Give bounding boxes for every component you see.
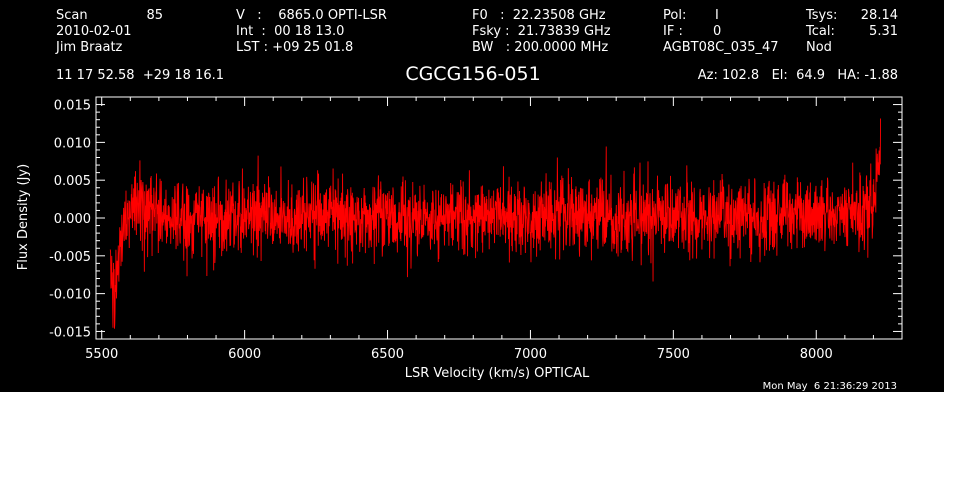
tcal-value: 5.31 [869, 24, 898, 39]
x-tick-labels: 5500 6000 6500 7000 7500 8000 [85, 347, 833, 362]
y-tick-labels: -0.015 -0.010 -0.005 0.000 0.005 0.010 0.015 [49, 99, 91, 341]
sky-frequency-line: Fsky : 21.73839 GHz [472, 24, 611, 39]
scan-number: 85 [146, 8, 163, 23]
rest-frequency-line: F0 : 22.23508 GHz [472, 8, 606, 23]
integration-line: Int : 00 18 13.0 [236, 24, 344, 39]
az-el-ha-readout: Az: 102.8 El: 64.9 HA: -1.88 [698, 68, 898, 83]
observing-mode: Nod [806, 40, 832, 55]
y-tick-label: 0.010 [54, 136, 91, 151]
bandwidth-line: BW : 200.0000 MHz [472, 40, 608, 55]
if-value: 0 [713, 24, 721, 39]
x-axis-title: LSR Velocity (km/s) OPTICAL [405, 366, 590, 381]
scan-label: Scan [56, 8, 88, 23]
tsys-label: Tsys: [805, 8, 837, 23]
source-coordinates: 11 17 52.58 +29 18 16.1 [56, 68, 224, 83]
spectrum-trace [109, 118, 882, 329]
timestamp: Mon May 6 21:36:29 2013 [763, 381, 897, 392]
polarization-label: Pol: [663, 8, 686, 23]
chart-title: CGCG156-051 [405, 63, 540, 85]
velocity-line: V : 6865.0 OPTI-LSR [236, 8, 387, 23]
y-tick-label: 0.015 [54, 99, 91, 114]
x-tick-label: 6000 [228, 347, 261, 362]
y-tick-label: 0.005 [54, 174, 91, 189]
x-tick-label: 7000 [514, 347, 547, 362]
observer-name: Jim Braatz [55, 40, 123, 55]
y-tick-label: -0.005 [49, 250, 91, 265]
x-tick-label: 8000 [800, 347, 833, 362]
y-axis-title: Flux Density (Jy) [16, 164, 31, 270]
tcal-label: Tcal: [805, 24, 835, 39]
x-tick-label: 6500 [371, 347, 404, 362]
project-id: AGBT08C_035_47 [663, 40, 779, 55]
axis-ticks [96, 97, 903, 339]
x-tick-label: 7500 [657, 347, 690, 362]
observation-date: 2010-02-01 [56, 24, 132, 39]
tsys-value: 28.14 [861, 8, 898, 23]
y-tick-label: 0.000 [54, 212, 91, 227]
plot-frame [95, 96, 903, 340]
y-tick-label: -0.015 [49, 325, 91, 340]
spectrum-line [109, 118, 882, 329]
if-label: IF : [663, 24, 683, 39]
x-tick-label: 5500 [85, 347, 118, 362]
polarization-value: I [715, 8, 719, 23]
plot-canvas: Scan 85 2010-02-01 Jim Braatz V : 6865.0… [0, 0, 944, 392]
y-tick-label: -0.010 [49, 288, 91, 303]
lst-line: LST : +09 25 01.8 [236, 40, 353, 55]
